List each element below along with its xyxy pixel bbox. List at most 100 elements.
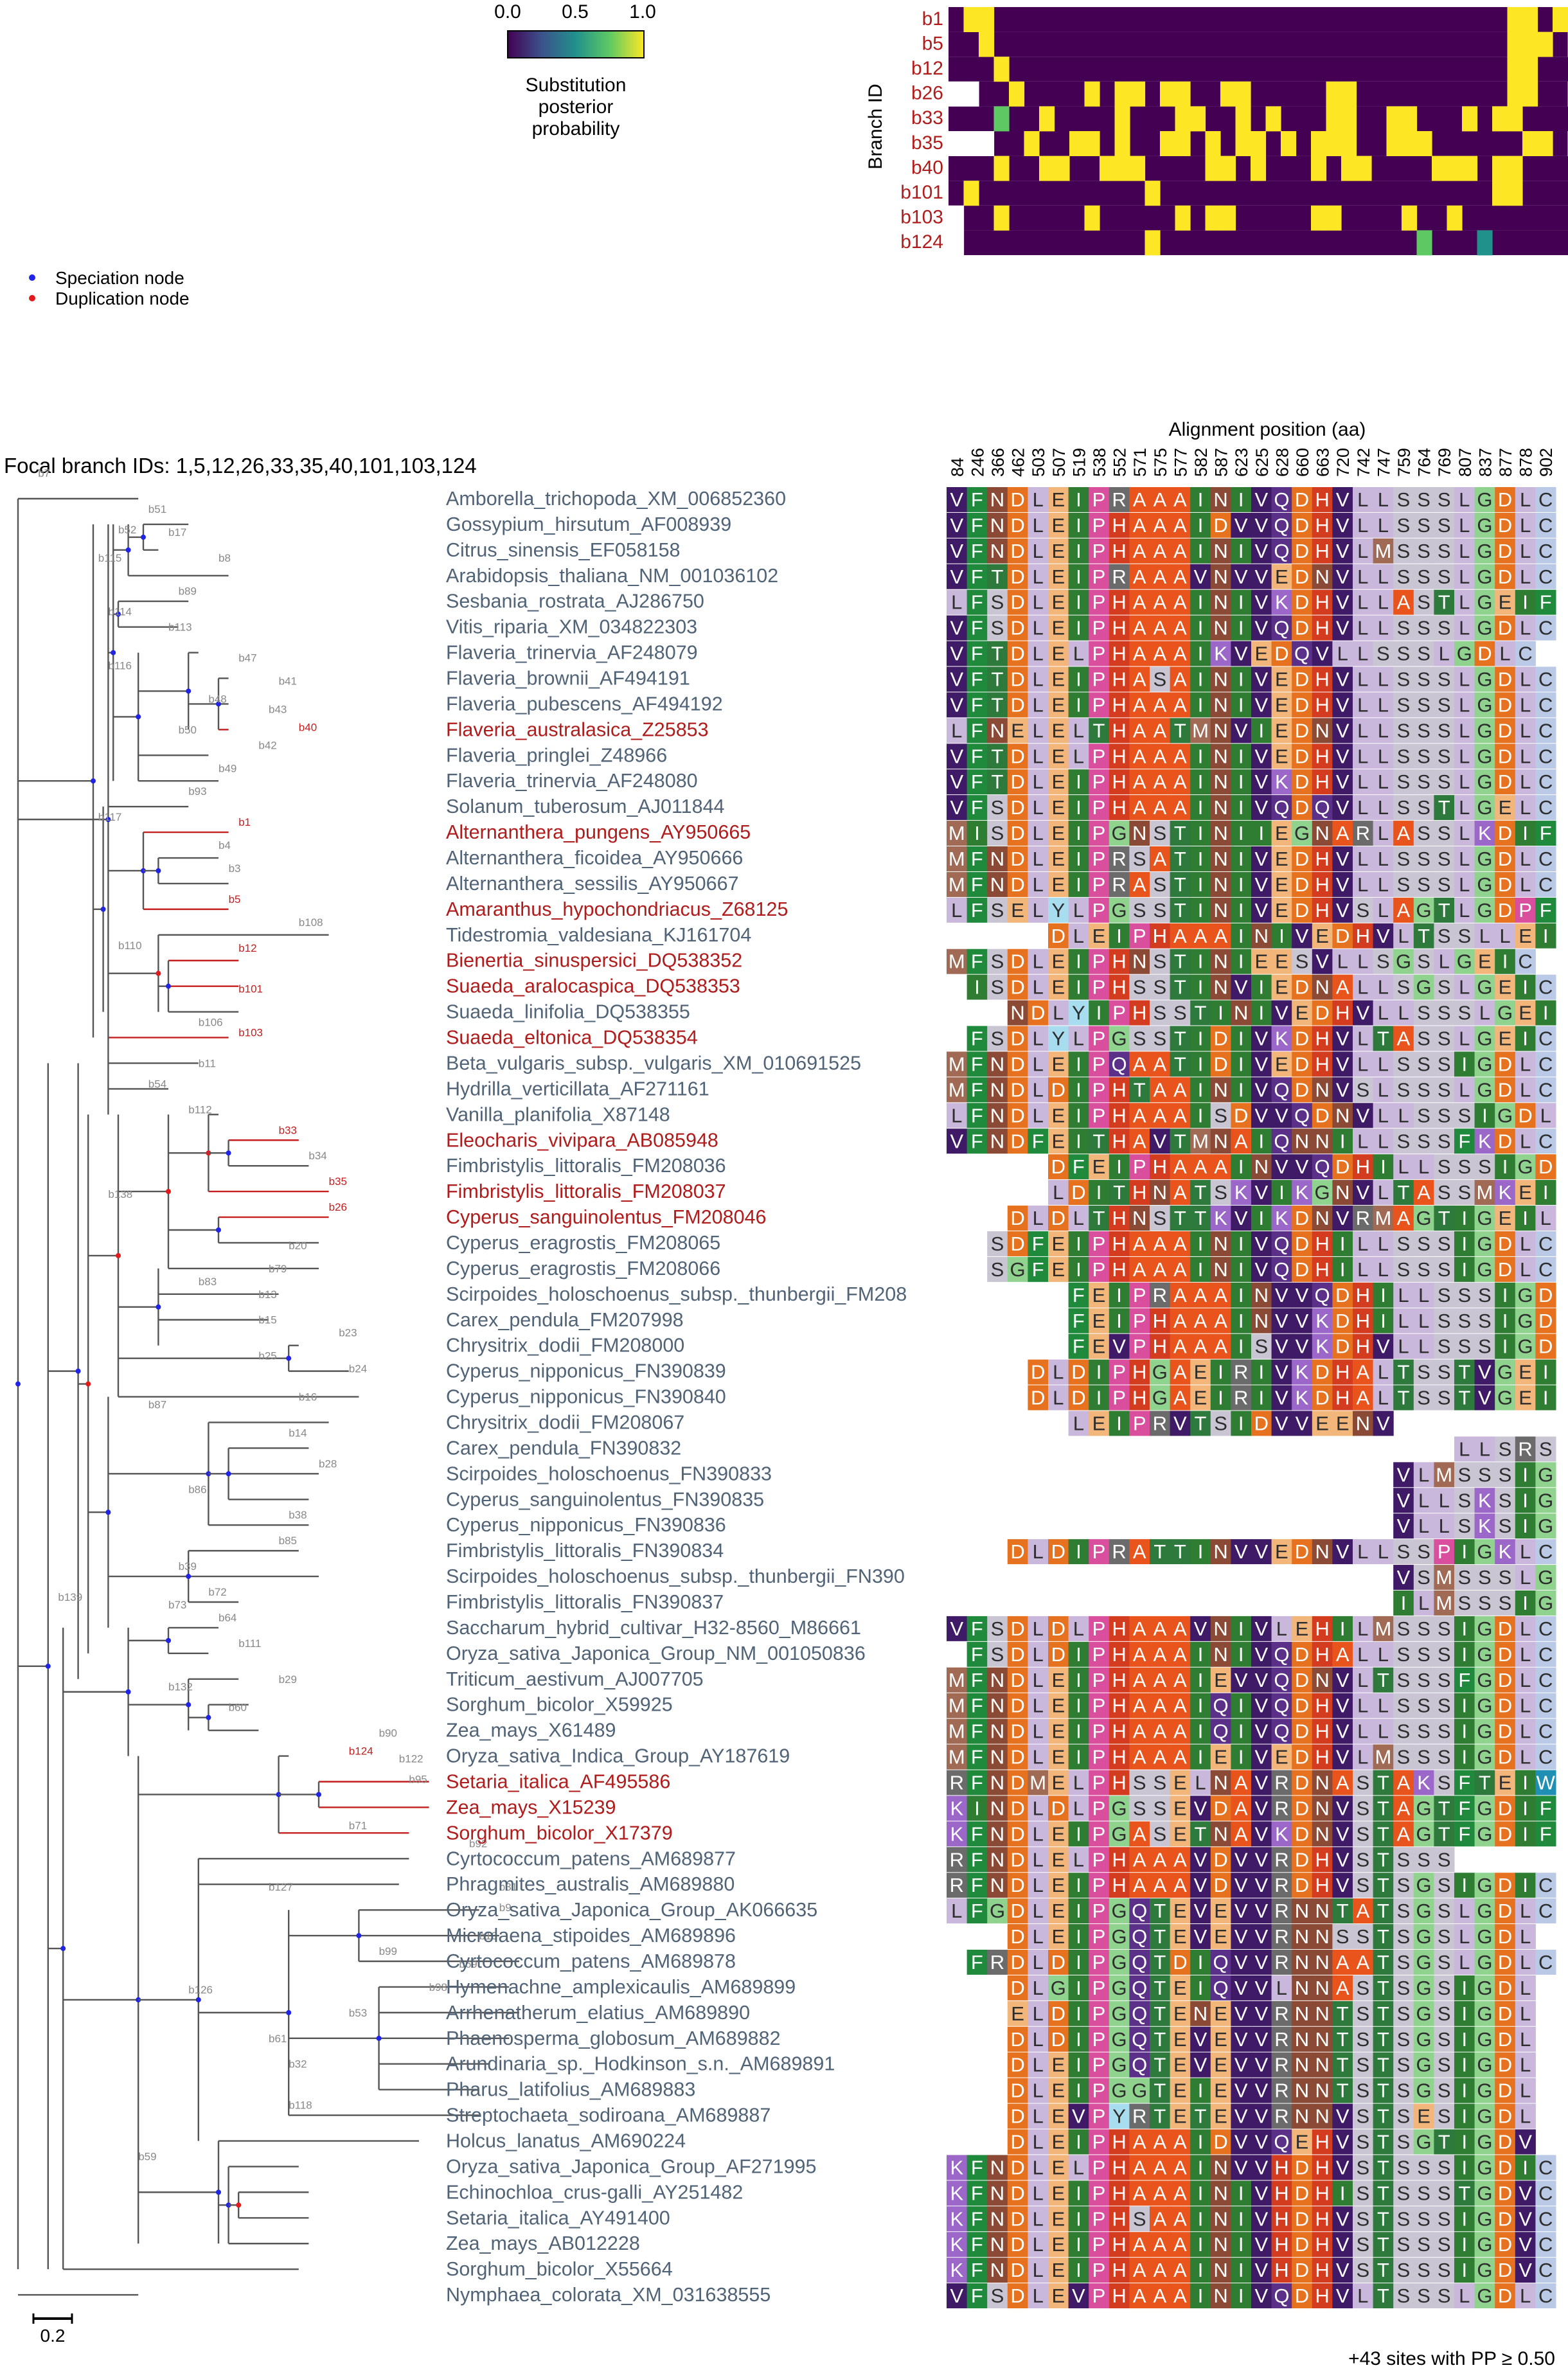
residue-letter: L <box>1459 899 1470 922</box>
residue-letter: L <box>1499 643 1510 665</box>
residue-letter: V <box>1153 1130 1166 1152</box>
residue-letter: F <box>971 591 983 614</box>
residue-letter: L <box>1378 566 1389 588</box>
residue-letter: N <box>1295 2054 1309 2076</box>
alignment-position-label: 878 <box>1517 448 1536 477</box>
residue-letter: N <box>1193 2002 1207 2025</box>
heatmap-cell <box>1235 81 1251 107</box>
residue-letter: V <box>1336 1028 1350 1050</box>
taxon-label: Echinochloa_crus-galli_AY251482 <box>446 2181 743 2203</box>
residue-letter: P <box>1133 925 1146 947</box>
residue-letter: H <box>1112 1746 1126 1769</box>
taxon-label: Scirpoides_holoschoenus_subsp._thunbergi… <box>446 1565 905 1587</box>
residue-letter: S <box>1438 488 1451 511</box>
residue-letter: H <box>1112 1130 1126 1152</box>
residue-letter: L <box>1033 1822 1044 1845</box>
residue-letter: I <box>1198 668 1204 691</box>
branch-label: b98 <box>429 1981 447 1993</box>
residue-letter: D <box>1010 2054 1024 2076</box>
alignment-position-label: 552 <box>1110 448 1130 477</box>
residue-letter: H <box>1315 1643 1329 1666</box>
residue-letter: G <box>1477 1617 1492 1640</box>
residue-letter: S <box>1438 1002 1451 1024</box>
heatmap-cell <box>1145 230 1161 256</box>
alignment-cell <box>1434 538 1455 564</box>
residue-letter: Q <box>1132 2002 1147 2025</box>
residue-letter: F <box>1032 1233 1044 1255</box>
residue-letter: S <box>1153 899 1166 922</box>
residue-letter: I <box>1461 2105 1467 2128</box>
residue-letter: N <box>1132 1207 1146 1229</box>
residue-letter: L <box>1540 1104 1551 1127</box>
residue-letter: D <box>1498 488 1512 511</box>
residue-letter: S <box>1499 1489 1512 1511</box>
residue-letter: K <box>1478 1515 1492 1537</box>
residue-letter: V <box>1336 1053 1350 1075</box>
residue-letter: V <box>1254 2259 1268 2281</box>
residue-letter: C <box>1518 950 1532 973</box>
residue-letter: A <box>1194 1335 1207 1358</box>
residue-letter: R <box>1274 1772 1288 1794</box>
residue-letter: H <box>1315 1695 1329 1717</box>
residue-letter: D <box>1010 488 1024 511</box>
taxon-label: Sorghum_bicolor_X55664 <box>446 2258 673 2280</box>
residue-letter: T <box>992 771 1004 793</box>
residue-letter: F <box>971 1643 983 1666</box>
residue-letter: A <box>1173 1155 1187 1178</box>
residue-letter: I <box>1502 1284 1508 1306</box>
residue-letter: S <box>1153 976 1166 999</box>
residue-letter: D <box>1010 1772 1024 1794</box>
residue-letter: E <box>1051 1695 1065 1717</box>
residue-letter: F <box>971 1617 983 1640</box>
residue-letter: D <box>1274 643 1288 665</box>
residue-letter: A <box>1133 796 1146 819</box>
residue-letter: A <box>1173 668 1187 691</box>
residue-letter: S <box>1438 668 1451 691</box>
residue-letter: I <box>1461 2259 1467 2281</box>
residue-letter: F <box>1458 1797 1470 1819</box>
heatmap-cell <box>1205 131 1221 156</box>
tree-node <box>116 611 121 617</box>
residue-letter: S <box>1356 1874 1369 1896</box>
residue-letter: A <box>1153 2285 1166 2307</box>
residue-letter: F <box>971 2207 983 2230</box>
residue-letter: S <box>1478 1155 1492 1178</box>
residue-letter: S <box>1457 1002 1471 1024</box>
residue-letter: V <box>1254 591 1268 614</box>
alignment-cell <box>1109 538 1130 564</box>
residue-letter: P <box>1092 745 1106 767</box>
residue-letter: A <box>1133 1669 1146 1691</box>
residue-letter: H <box>1315 1258 1329 1281</box>
residue-letter: V <box>1254 848 1268 870</box>
heatmap-cell <box>963 131 979 156</box>
alignment-position-label: 84 <box>948 458 967 477</box>
residue-letter: D <box>1498 2285 1512 2307</box>
residue-letter: L <box>1033 2054 1044 2076</box>
residue-letter: V <box>950 1617 963 1640</box>
residue-letter: S <box>1397 2002 1411 2025</box>
residue-letter: V <box>1336 771 1350 793</box>
branch-label: b31 <box>499 1881 517 1893</box>
residue-letter: V <box>1254 1617 1268 1640</box>
residue-letter: D <box>1498 2131 1512 2153</box>
residue-letter: L <box>1520 719 1531 742</box>
residue-letter: G <box>1477 1900 1492 1922</box>
residue-letter: T <box>1377 1977 1389 1999</box>
residue-letter: L <box>1378 617 1389 639</box>
tree-node <box>105 817 111 823</box>
residue-letter: I <box>1116 925 1122 947</box>
residue-letter: D <box>1498 1233 1512 1255</box>
residue-letter: T <box>1438 1797 1450 1819</box>
residue-letter: N <box>990 1053 1004 1075</box>
alignment-cell <box>987 487 1008 512</box>
residue-letter: H <box>1356 1155 1370 1178</box>
residue-letter: N <box>1315 719 1329 742</box>
residue-letter: H <box>1315 1848 1329 1871</box>
heatmap-cell <box>1537 31 1553 57</box>
residue-letter: N <box>1295 2028 1309 2051</box>
residue-letter: L <box>1357 566 1368 588</box>
residue-letter: A <box>1173 2131 1187 2153</box>
